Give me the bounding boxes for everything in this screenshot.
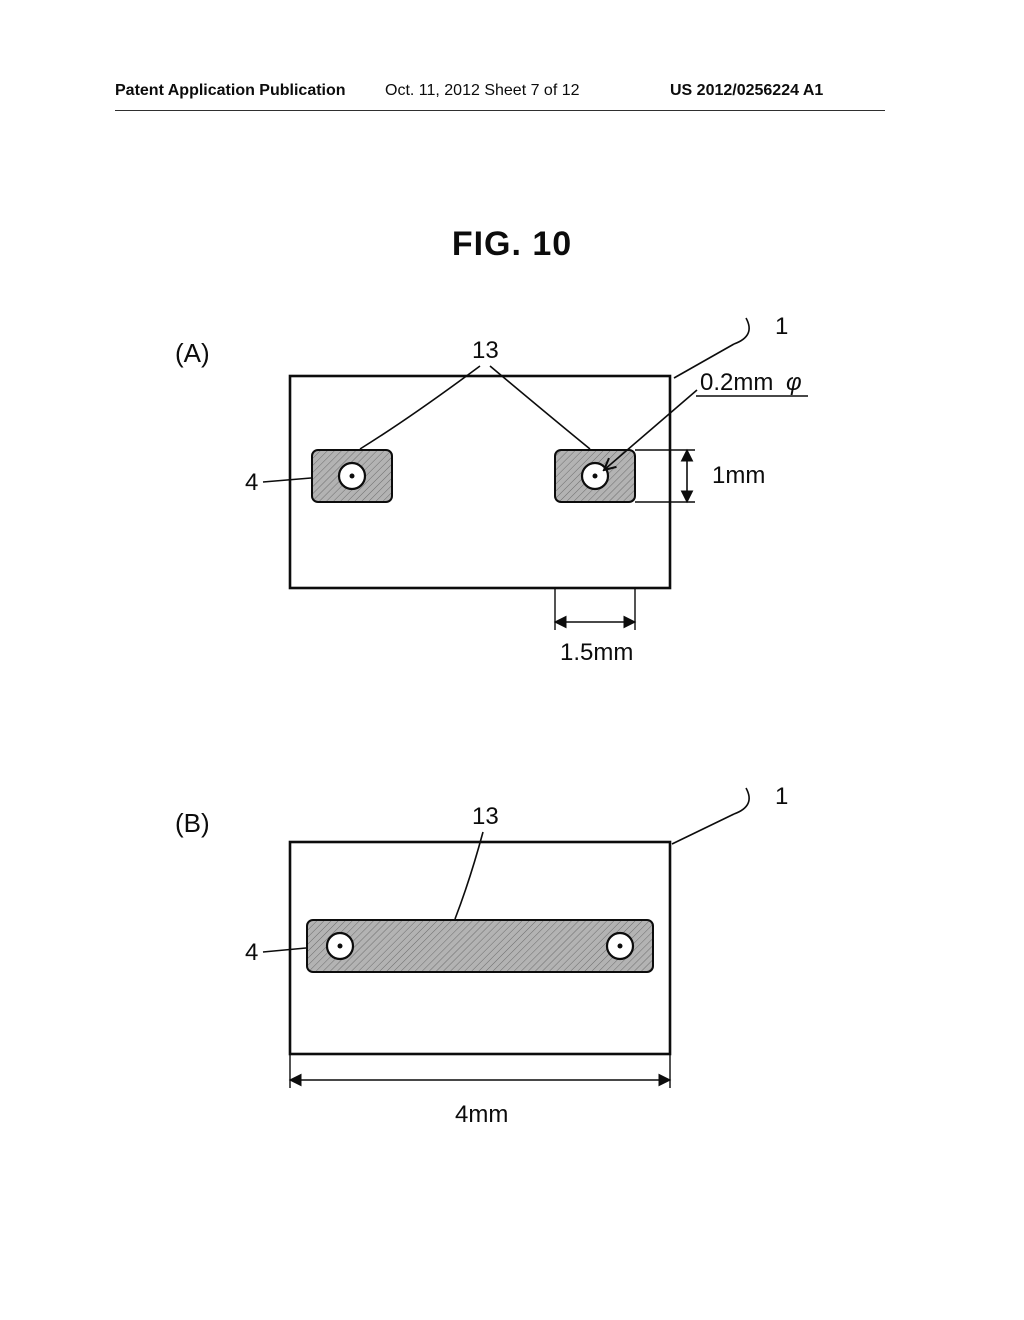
panel-a-ref13-leader-1 [490,366,590,449]
figure-title: FIG. 10 [0,225,1024,264]
panel-b-ref4: 4 [245,939,258,966]
panel-b-pad [307,920,653,972]
panel-a-ref4: 4 [245,469,258,496]
svg-text:1: 1 [775,313,788,340]
panel-b-ref4-leader [263,948,306,952]
panel-a-dim-phi-leader [604,390,697,470]
header-right: US 2012/0256224 A1 [670,82,823,100]
page-root: Patent Application Publication Oct. 11, … [0,0,1024,1320]
header-left: Patent Application Publication [115,82,346,100]
panel-b-ref13-leader [455,832,483,919]
panel-b-ref1-leader [672,814,734,844]
page-header: Patent Application Publication Oct. 11, … [0,82,1024,110]
panel-a-dim-phi: 0.2mm [700,369,773,396]
svg-text:1.5mm: 1.5mm [560,639,633,666]
panel-a-pad-0-hole-center [350,474,355,479]
panel-a-ref1-tilde [734,318,749,344]
panel-b-ref13: 13 [472,803,499,830]
panel-b-label: (B) [175,808,210,838]
svg-text:4mm: 4mm [455,1101,508,1128]
panel-a-ref13-leader-0 [360,366,480,449]
panel-a-label: (A) [175,338,210,368]
panel-b-pad-hole-center [618,944,623,949]
header-rule [115,110,885,111]
svg-text:1mm: 1mm [712,462,765,489]
panel-a-pad-1-hole-center [593,474,598,479]
panel-b-pad-hole-center [338,944,343,949]
svg-text:1: 1 [775,783,788,810]
panel-a-phi-symbol: φ [786,369,802,396]
panel-b-ref1-tilde [734,788,749,814]
panel-a-ref4-leader [263,478,311,482]
figure-svg: (A) 13 4 1 0.2mm φ 1mm 1.5mm (B) 13 4 1 4mm [0,0,1024,1320]
panel-a-ref13: 13 [472,337,499,364]
header-center: Oct. 11, 2012 Sheet 7 of 12 [385,82,580,100]
